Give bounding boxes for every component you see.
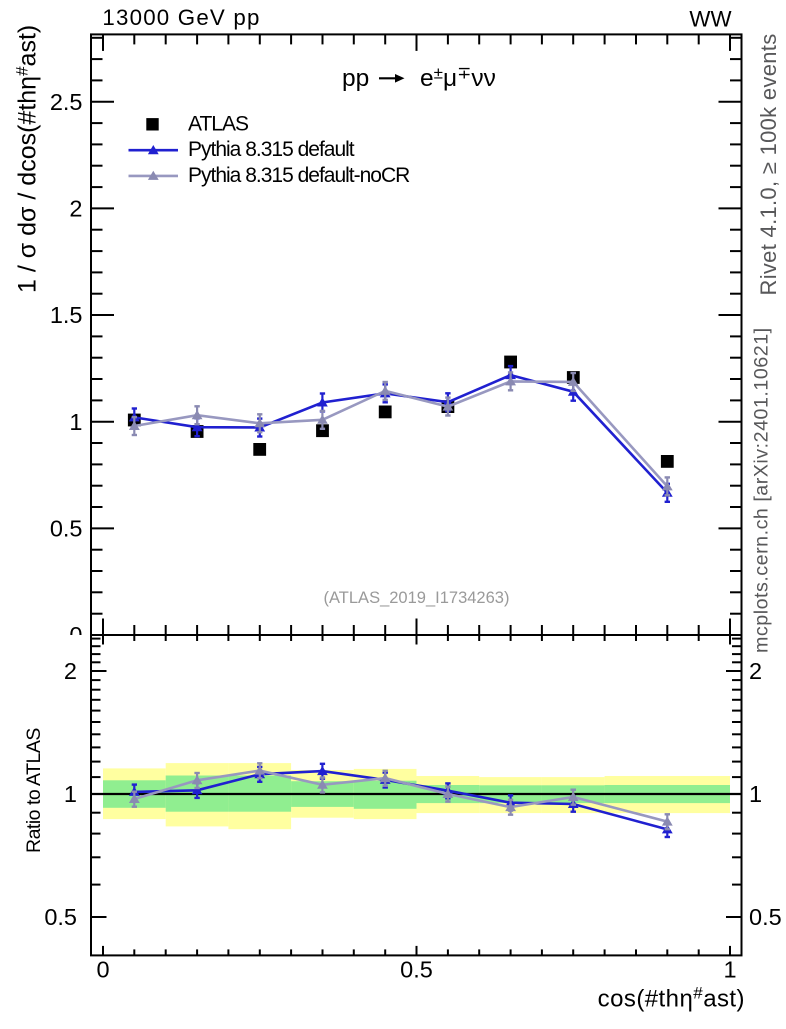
svg-text:1 / σ dσ / dcos(#thη#ast): 1 / σ dσ / dcos(#thη#ast) xyxy=(13,25,42,293)
svg-text:Rivet 4.1.0, ≥ 100k events: Rivet 4.1.0, ≥ 100k events xyxy=(756,33,781,295)
svg-text:0.5: 0.5 xyxy=(50,516,83,542)
svg-text:ATLAS: ATLAS xyxy=(188,112,249,135)
svg-text:pp: pp xyxy=(342,65,369,92)
svg-text:13000 GeV pp: 13000 GeV pp xyxy=(102,5,260,30)
svg-text:1: 1 xyxy=(69,409,82,435)
svg-text:2: 2 xyxy=(749,658,762,684)
svg-text:Pythia 8.315 default: Pythia 8.315 default xyxy=(188,138,355,161)
svg-text:1: 1 xyxy=(749,781,762,807)
svg-text:Pythia 8.315 default-noCR: Pythia 8.315 default-noCR xyxy=(188,164,410,187)
svg-text:1: 1 xyxy=(64,781,77,807)
svg-text:2: 2 xyxy=(69,196,82,222)
svg-text:Ratio to ATLAS: Ratio to ATLAS xyxy=(23,728,45,853)
svg-text:1: 1 xyxy=(723,957,736,983)
svg-text:0.5: 0.5 xyxy=(400,957,433,983)
svg-text:0: 0 xyxy=(96,957,109,983)
svg-text:2.5: 2.5 xyxy=(50,89,83,115)
svg-text:WW: WW xyxy=(689,7,731,32)
svg-text:mcplots.cern.ch [arXiv:2401.10: mcplots.cern.ch [arXiv:2401.10621] xyxy=(751,327,773,653)
svg-text:0.5: 0.5 xyxy=(44,904,77,930)
svg-text:0.5: 0.5 xyxy=(749,904,782,930)
svg-text:2: 2 xyxy=(64,658,77,684)
svg-text:cos(#thη#ast): cos(#thη#ast) xyxy=(598,984,745,1013)
svg-text:0: 0 xyxy=(69,622,82,648)
svg-text:(ATLAS_2019_I1734263): (ATLAS_2019_I1734263) xyxy=(324,589,510,607)
svg-text:1.5: 1.5 xyxy=(50,302,83,328)
